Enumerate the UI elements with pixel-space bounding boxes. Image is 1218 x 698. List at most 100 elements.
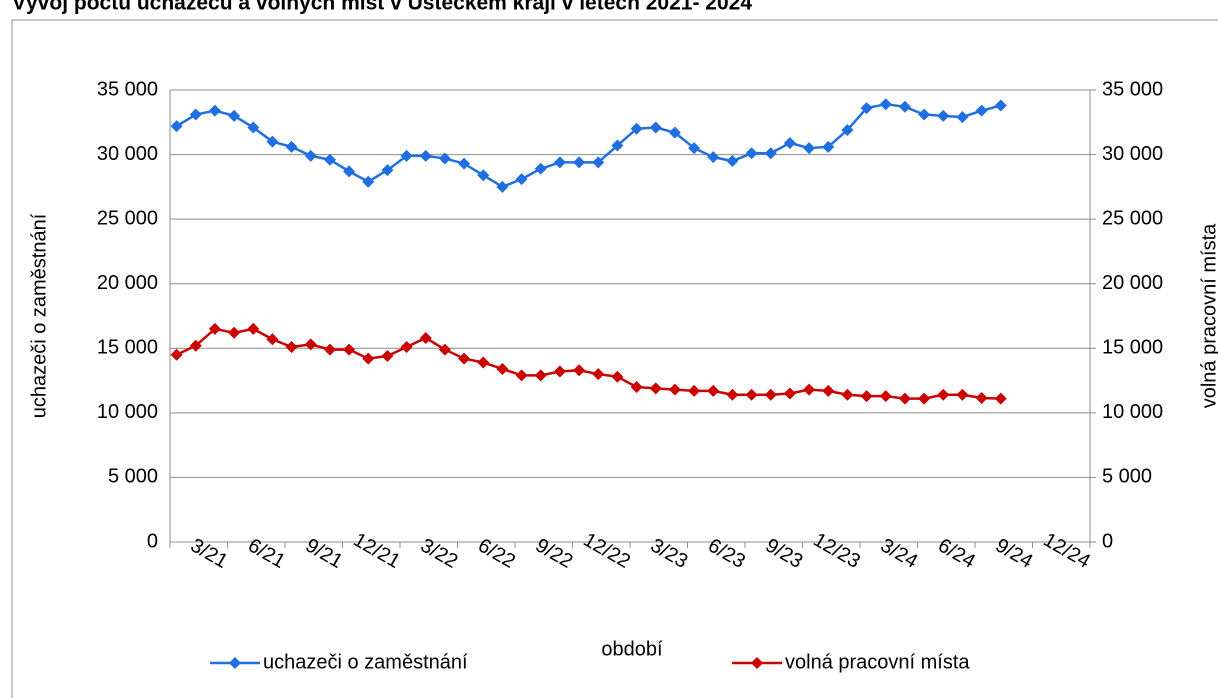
marker (879, 98, 892, 111)
marker (764, 147, 777, 160)
y-tick-label: 10 000 (97, 401, 158, 423)
marker (975, 392, 988, 405)
marker (937, 109, 950, 122)
marker (803, 142, 816, 155)
marker (994, 392, 1007, 405)
marker (918, 108, 931, 121)
marker (170, 120, 183, 133)
marker (285, 140, 298, 153)
y-tick-label: 25 000 (97, 207, 158, 229)
marker (649, 121, 662, 134)
y-axis-title: uchazeči o zaměstnání (28, 213, 50, 418)
marker (783, 387, 796, 400)
marker (668, 126, 681, 139)
marker (458, 157, 471, 170)
marker (438, 152, 451, 165)
marker (937, 388, 950, 401)
marker (783, 136, 796, 149)
y2-axis-title: volná pracovní místa (1198, 223, 1218, 408)
marker (438, 343, 451, 356)
marker (688, 384, 701, 397)
marker (553, 156, 566, 169)
marker (343, 165, 356, 178)
y2-tick-label: 15 000 (1102, 337, 1163, 359)
marker (534, 162, 547, 175)
chart-title: Vývoj počtu uchazečů a volných míst v Ús… (12, 0, 752, 15)
marker (189, 339, 202, 352)
marker (841, 124, 854, 137)
marker (592, 368, 605, 381)
marker (419, 331, 432, 344)
marker (975, 104, 988, 117)
marker (707, 151, 720, 164)
marker (803, 383, 816, 396)
marker (304, 149, 317, 162)
marker (400, 340, 413, 353)
marker (764, 388, 777, 401)
marker (611, 139, 624, 152)
marker (822, 384, 835, 397)
marker (228, 326, 241, 339)
legend-label: uchazeči o zaměstnání (263, 651, 468, 673)
marker (458, 352, 471, 365)
marker (170, 348, 183, 361)
marker (477, 169, 490, 182)
marker (304, 338, 317, 351)
marker (381, 350, 394, 363)
marker (860, 102, 873, 115)
marker (343, 343, 356, 356)
marker (247, 322, 260, 335)
y-tick-label: 5 000 (108, 466, 158, 488)
marker (841, 388, 854, 401)
y2-tick-label: 0 (1102, 530, 1113, 552)
marker (362, 352, 375, 365)
marker (515, 173, 528, 186)
marker (285, 340, 298, 353)
marker (688, 142, 701, 155)
legend-label: volná pracovní místa (785, 651, 970, 673)
marker (553, 365, 566, 378)
marker (400, 149, 413, 162)
marker (266, 135, 279, 148)
y-tick-label: 35 000 (97, 78, 158, 100)
marker (247, 121, 260, 134)
marker (323, 153, 336, 166)
y2-tick-label: 25 000 (1102, 207, 1163, 229)
marker (189, 108, 202, 121)
marker (496, 362, 509, 375)
marker (611, 370, 624, 383)
marker (726, 155, 739, 168)
marker (496, 180, 509, 193)
marker (879, 390, 892, 403)
y-tick-label: 15 000 (97, 337, 158, 359)
marker (726, 388, 739, 401)
y2-tick-label: 10 000 (1102, 401, 1163, 423)
marker (822, 140, 835, 153)
y2-tick-label: 35 000 (1102, 78, 1163, 100)
chart-border (11, 19, 1218, 698)
x-axis-title: období (601, 638, 663, 660)
y2-tick-label: 20 000 (1102, 272, 1163, 294)
marker (649, 382, 662, 395)
marker (918, 392, 931, 405)
marker (534, 369, 547, 382)
legend-marker (229, 657, 241, 669)
marker (630, 381, 643, 394)
marker (419, 149, 432, 162)
marker (745, 147, 758, 160)
marker (860, 390, 873, 403)
marker (477, 356, 490, 369)
marker (323, 343, 336, 356)
marker (592, 156, 605, 169)
marker (994, 99, 1007, 112)
legend-marker (751, 657, 763, 669)
y-tick-label: 20 000 (97, 272, 158, 294)
marker (515, 369, 528, 382)
marker (956, 111, 969, 124)
marker (668, 383, 681, 396)
marker (956, 388, 969, 401)
marker (208, 104, 221, 117)
marker (898, 100, 911, 113)
